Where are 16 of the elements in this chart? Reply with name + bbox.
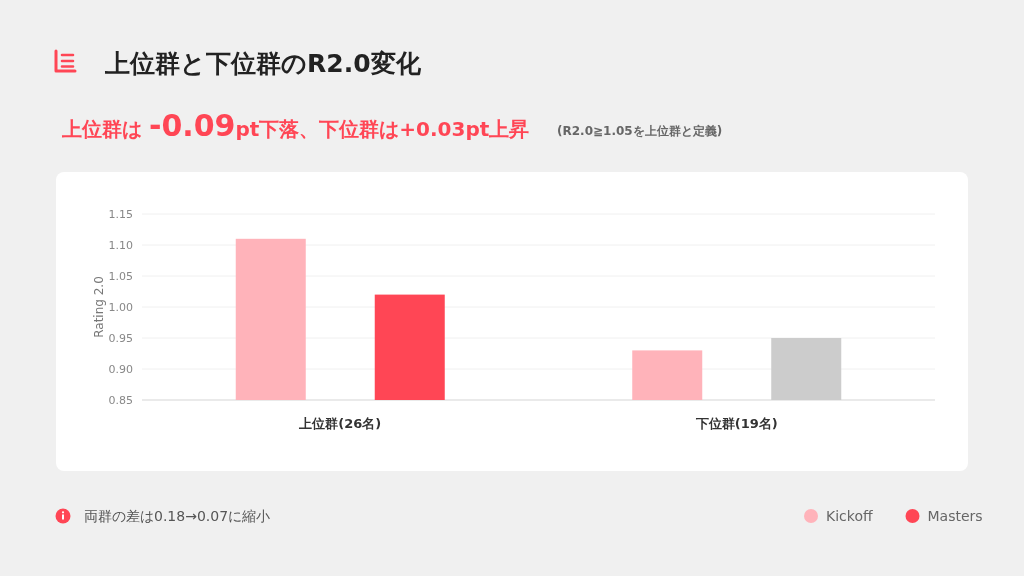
x-tick-label: 下位群(19名) — [694, 416, 778, 431]
legend-label: Masters — [927, 508, 983, 524]
y-tick-label: 0.90 — [108, 362, 133, 376]
chart-subtitle: 上位群は -0.09pt下落、下位群は+0.03pt上昇 — [61, 108, 530, 143]
x-tick-label: 上位群(26名) — [298, 416, 382, 431]
text: (R2.0≧1.05を上位群と定義) — [557, 124, 723, 138]
text: 両群の差は0.18→0.07に縮小 — [84, 508, 271, 524]
y-axis-title: Rating 2.0 — [92, 276, 106, 338]
legend-label: Kickoff — [826, 508, 873, 524]
y-tick-label: 1.10 — [108, 238, 133, 252]
y-tick-label: 1.05 — [108, 269, 133, 283]
y-tick-label: 1.15 — [108, 207, 133, 221]
chart-title: 上位群と下位群のR2.0変化 — [104, 49, 422, 78]
y-tick-label: 1.00 — [108, 300, 133, 314]
y-tick-label: 0.95 — [108, 331, 133, 345]
y-tick-label: 0.85 — [108, 393, 133, 407]
